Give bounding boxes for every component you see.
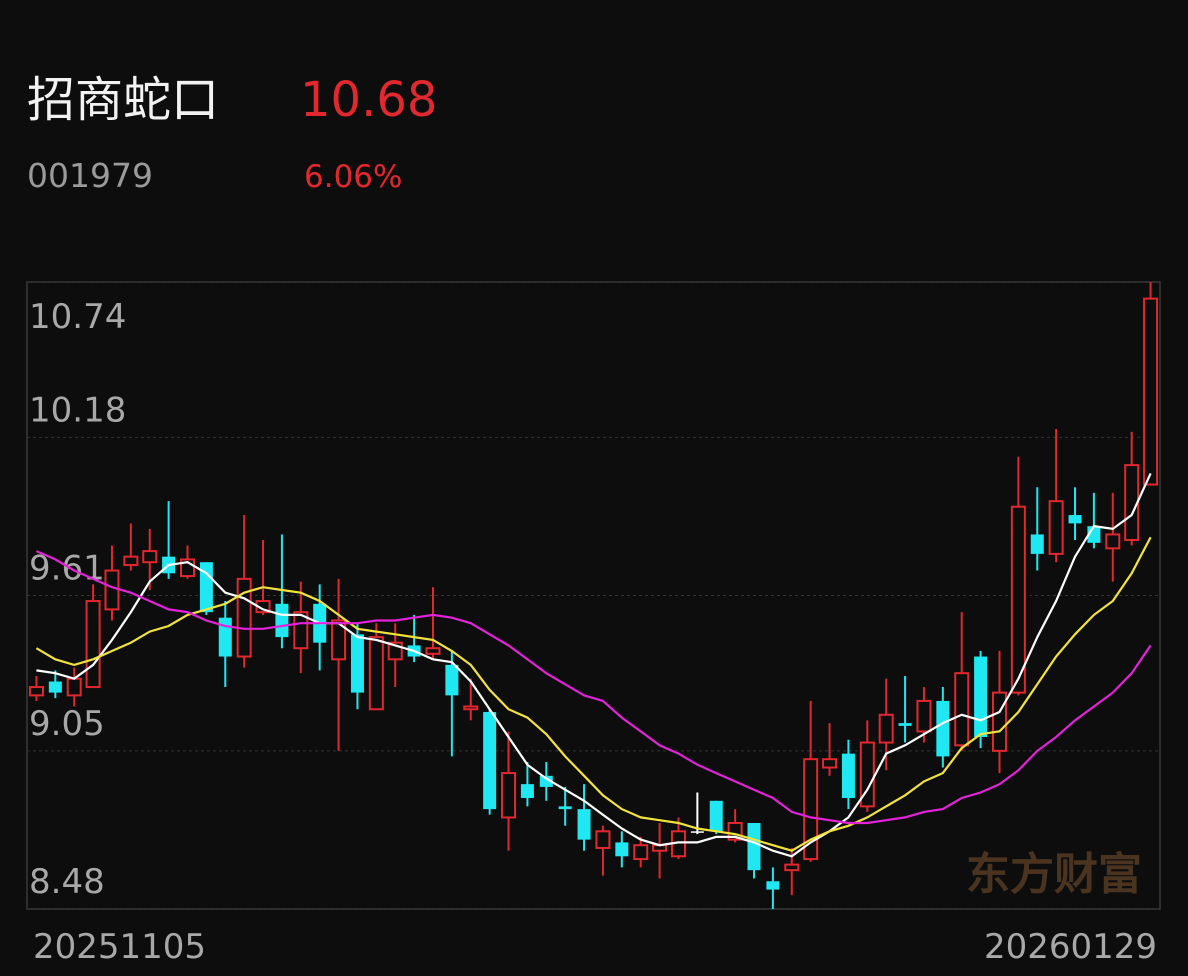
candle-body xyxy=(501,772,517,819)
candle-body xyxy=(595,830,611,849)
candle-body xyxy=(104,569,120,611)
candle-body xyxy=(690,831,704,833)
candle-body xyxy=(878,713,894,744)
candle-body xyxy=(28,686,44,697)
candle-body xyxy=(709,800,723,832)
candle-body xyxy=(615,842,629,857)
candle-body xyxy=(633,844,649,861)
candle-body xyxy=(1105,533,1121,550)
candle-body xyxy=(1048,500,1064,555)
candle-body xyxy=(766,881,780,890)
candle-body xyxy=(841,753,855,799)
candle-body xyxy=(954,672,970,747)
candle-body xyxy=(199,562,213,613)
candle-body xyxy=(1143,297,1159,486)
candle-body xyxy=(218,617,232,657)
candle-body xyxy=(350,634,364,693)
candle-body xyxy=(822,758,838,769)
candle-body xyxy=(577,809,591,840)
candle-body xyxy=(368,636,384,711)
candle-body xyxy=(445,664,459,696)
price-change: 6.06% xyxy=(304,159,402,195)
candle-body xyxy=(859,741,875,808)
moving-average-line xyxy=(35,536,1152,852)
stock-name: 招商蛇口 xyxy=(27,72,219,128)
candle-body xyxy=(898,723,912,726)
x-tick-label: 20260129 xyxy=(984,927,1157,967)
moving-average-line xyxy=(35,550,1152,825)
candle-body xyxy=(916,699,932,733)
candle-body xyxy=(331,619,347,661)
y-tick-label: 9.05 xyxy=(29,704,105,744)
candle-body xyxy=(463,705,479,711)
candle-body xyxy=(85,600,101,689)
y-tick-label: 10.18 xyxy=(29,390,126,430)
candle-body xyxy=(974,656,988,737)
stock-price: 10.68 xyxy=(300,72,437,128)
candle-body xyxy=(275,603,289,638)
watermark: 东方财富 xyxy=(966,849,1142,900)
y-tick-label: 9.61 xyxy=(29,549,105,589)
candle-body xyxy=(539,775,553,787)
candle-body xyxy=(520,784,534,799)
candle-body xyxy=(142,550,158,564)
candle-body xyxy=(1030,534,1044,554)
moving-average-line xyxy=(36,472,1152,858)
candle-body xyxy=(48,681,62,693)
stock-code: 001979 xyxy=(27,156,153,195)
candle-body xyxy=(803,758,819,861)
y-tick-label: 10.74 xyxy=(29,297,126,337)
candle-body xyxy=(66,677,82,697)
x-tick-label: 20251105 xyxy=(33,927,206,967)
candle-body xyxy=(558,806,572,810)
y-tick-label: 8.48 xyxy=(29,862,105,902)
candle-body xyxy=(425,647,441,655)
candle-body xyxy=(936,700,950,757)
candle-body xyxy=(1068,515,1082,524)
candle-body xyxy=(1010,505,1026,694)
candle-body xyxy=(991,691,1007,752)
candle-body xyxy=(784,863,800,872)
candle-body xyxy=(123,555,139,566)
candle-body xyxy=(483,712,497,810)
candle-body xyxy=(293,611,309,650)
candle-body xyxy=(747,822,761,871)
